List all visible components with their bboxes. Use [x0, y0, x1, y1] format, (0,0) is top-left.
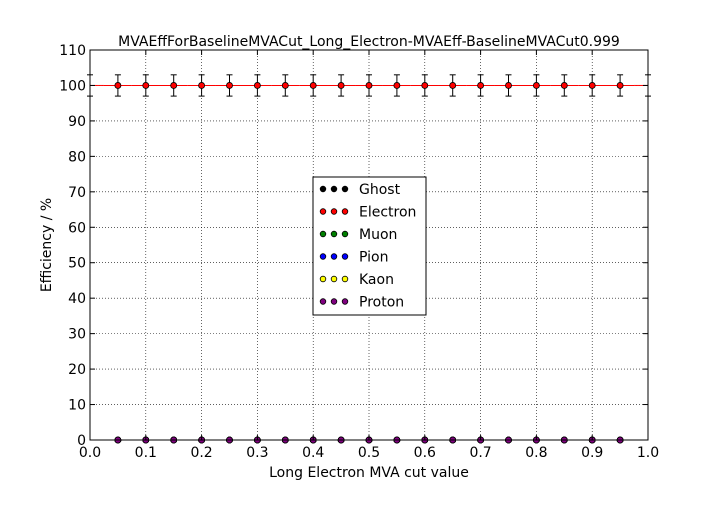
- x-tick-label: 0.7: [469, 445, 491, 461]
- y-tick-label: 70: [68, 185, 86, 201]
- data-point: [281, 82, 289, 89]
- x-tick-label: 0.4: [302, 445, 324, 461]
- legend-marker: [341, 185, 349, 193]
- axis-ticks: 0.0 0.1 0.2 0.3 0.4 0.5 0.6 0.7 0.8 0.9 1.0 0 10 20 30…: [59, 43, 659, 461]
- data-point: [505, 82, 512, 89]
- data-point: [449, 82, 457, 89]
- y-tick-label: 10: [68, 398, 86, 414]
- legend-label-electron: Electron: [359, 205, 416, 221]
- y-tick-label: 100: [59, 78, 86, 94]
- data-point: [365, 82, 373, 89]
- x-tick-label: 0.9: [581, 445, 603, 461]
- legend-label-muon: Muon: [359, 227, 397, 243]
- legend-marker: [330, 230, 338, 238]
- data-point: [337, 82, 345, 89]
- data-point: [477, 82, 485, 89]
- y-tick-label: 40: [68, 291, 86, 307]
- y-tick-label: 80: [68, 149, 86, 165]
- legend-marker: [341, 208, 349, 215]
- data-point: [253, 82, 261, 89]
- data-point: [393, 82, 401, 89]
- legend-marker: [341, 298, 349, 305]
- legend-label-proton: Proton: [359, 295, 404, 311]
- legend-marker: [341, 253, 349, 260]
- x-tick-label: 0.6: [414, 445, 436, 461]
- y-tick-label: 60: [68, 220, 86, 236]
- x-axis-label: Long Electron MVA cut value: [269, 465, 469, 481]
- legend-marker: [319, 253, 327, 260]
- series-electron: [87, 74, 651, 97]
- legend-marker: [330, 275, 338, 283]
- data-point: [226, 82, 233, 89]
- legend-label-kaon: Kaon: [359, 272, 394, 288]
- x-tick-label: 0.8: [525, 445, 547, 461]
- legend-marker: [330, 185, 338, 193]
- x-tick-label: 0.1: [135, 445, 157, 461]
- data-point: [142, 82, 150, 89]
- legend-marker: [330, 208, 338, 215]
- legend-marker: [330, 253, 338, 260]
- data-point: [616, 82, 624, 89]
- legend-marker: [319, 298, 327, 305]
- data-point: [198, 82, 206, 89]
- legend-marker: [341, 230, 349, 238]
- x-tick-label: 0.5: [358, 445, 380, 461]
- legend-marker: [319, 185, 327, 193]
- y-tick-label: 90: [68, 114, 86, 130]
- legend-marker: [330, 298, 338, 305]
- data-point: [588, 82, 596, 89]
- y-axis-label: Efficiency / %: [39, 198, 55, 292]
- y-tick-label: 30: [68, 327, 86, 343]
- legend-marker: [341, 275, 349, 283]
- data-point: [309, 82, 317, 89]
- data-point: [170, 82, 178, 89]
- legend-marker: [319, 208, 327, 215]
- y-tick-label: 0: [77, 433, 86, 449]
- y-tick-label: 110: [59, 43, 86, 59]
- x-tick-label: 0.2: [190, 445, 212, 461]
- legend-box: [312, 176, 427, 316]
- data-point: [533, 82, 540, 89]
- legend-marker: [319, 230, 327, 238]
- data-point: [421, 82, 429, 89]
- data-point: [114, 82, 122, 89]
- y-tick-label: 50: [68, 256, 86, 272]
- x-tick-label: 1.0: [637, 445, 659, 461]
- legend-label-pion: Pion: [359, 250, 388, 266]
- chart-title: MVAEffForBaselineMVACut_Long_Electron-MV…: [118, 34, 620, 50]
- data-point: [560, 82, 568, 89]
- legend: Ghost Electron Muon Pion Kaon Proton: [312, 176, 427, 316]
- x-tick-label: 0.0: [79, 445, 101, 461]
- y-tick-label: 20: [68, 362, 86, 378]
- legend-label-ghost: Ghost: [359, 182, 401, 198]
- legend-marker: [319, 275, 327, 283]
- x-tick-label: 0.3: [246, 445, 268, 461]
